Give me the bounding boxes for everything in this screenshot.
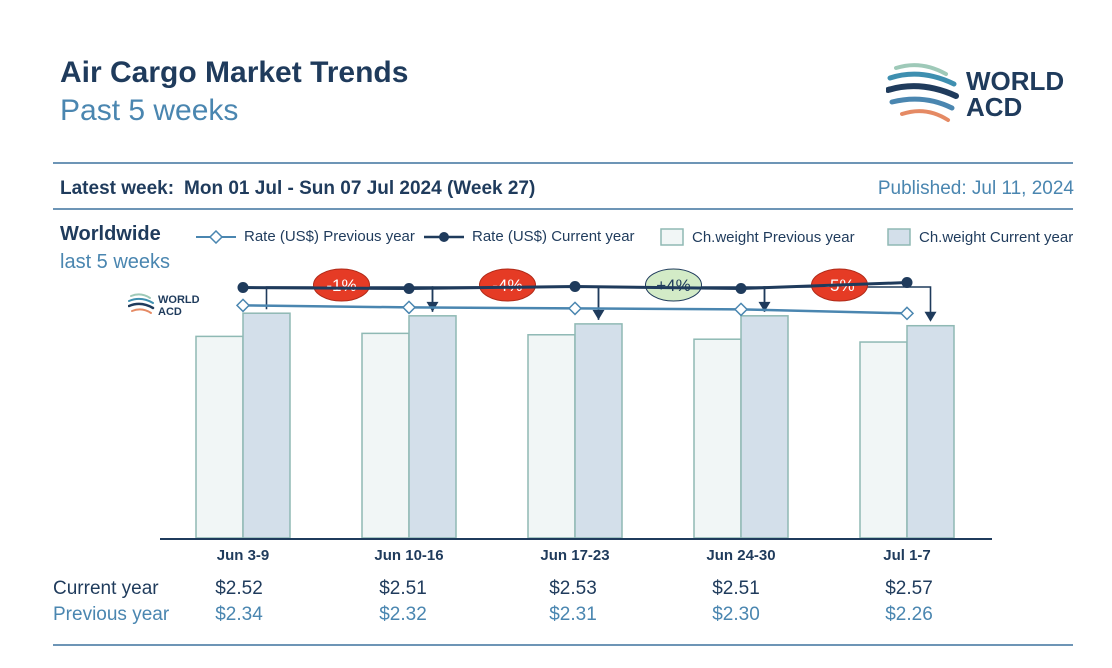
- logo-text-acd: ACD: [966, 92, 1022, 122]
- bar-weight-previous: [527, 334, 576, 539]
- bar-weight-current: [906, 324, 955, 539]
- rate-previous-value: $2.30: [712, 604, 760, 625]
- region-title: Worldwide: [60, 223, 161, 245]
- rate-current-value: $2.53: [549, 578, 597, 599]
- legend-rate-previous-label: Rate (US$) Previous year: [244, 228, 415, 245]
- point-rate-current: [901, 277, 913, 289]
- row-label-previous-year: Previous year: [53, 604, 170, 625]
- latest-week: Latest week: Mon 01 Jul - Sun 07 Jul 2024…: [60, 178, 545, 200]
- row-label-current-year: Current year: [53, 578, 159, 599]
- watermark-text-acd: ACD: [158, 306, 182, 318]
- point-rate-previous: [733, 302, 749, 317]
- point-rate-previous: [899, 306, 915, 321]
- rate-previous-value: $2.26: [885, 604, 933, 625]
- region-subtitle: last 5 weeks: [60, 251, 171, 273]
- logo-text-world: WORLD: [966, 66, 1064, 96]
- rate-previous-value: $2.31: [549, 604, 597, 625]
- bar-weight-current: [574, 323, 623, 539]
- globe-swoosh-small-icon: [128, 293, 155, 314]
- watermark-text-world: WORLD: [158, 294, 200, 306]
- legend-rate-current-label: Rate (US$) Current year: [472, 228, 635, 245]
- bottom-divider: [53, 644, 1073, 646]
- legend-weight-previous: Ch.weight Previous year: [660, 228, 855, 246]
- rate-current-value: $2.51: [712, 578, 760, 599]
- point-rate-current: [735, 283, 747, 295]
- bar-weight-previous: [195, 335, 244, 539]
- change-badge-label: -4%: [492, 276, 522, 295]
- legend-rate-previous: Rate (US$) Previous year: [196, 228, 415, 245]
- globe-swoosh-icon: [886, 63, 959, 122]
- bar-weight-previous: [859, 341, 908, 539]
- legend-weight-previous-label: Ch.weight Previous year: [692, 228, 855, 246]
- legend-rate-current: Rate (US$) Current year: [424, 228, 635, 245]
- legend-weight-current-label: Ch.weight Current year: [919, 228, 1074, 246]
- rate-previous-value: $2.32: [379, 604, 427, 625]
- change-badge: [313, 268, 370, 302]
- x-tick-label: Jun 24-30: [706, 547, 775, 564]
- legend-line-dot-icon: [424, 231, 464, 242]
- bar-weight-previous: [693, 338, 742, 539]
- page-title: Air Cargo Market Trends: [60, 56, 409, 89]
- legend-box-light-icon: [660, 228, 684, 246]
- rate-current-value: $2.57: [885, 578, 933, 599]
- change-badge: [479, 268, 536, 302]
- info-divider: [53, 208, 1073, 210]
- rate-current-value: $2.51: [379, 578, 427, 599]
- x-tick-label: Jun 3-9: [217, 547, 270, 564]
- point-rate-current: [237, 282, 249, 294]
- change-badge-label: -1%: [326, 276, 356, 295]
- legend-box-dark-icon: [887, 228, 911, 246]
- world-acd-logo: WORLD ACD: [886, 63, 1064, 122]
- latest-week-label: Latest week:: [60, 178, 175, 199]
- bar-weight-previous: [361, 332, 410, 539]
- chart-watermark-logo: WORLD ACD: [128, 293, 200, 318]
- point-rate-previous: [567, 301, 583, 316]
- published-date: Published: Jul 11, 2024: [877, 178, 1074, 199]
- latest-week-value: Mon 01 Jul - Sun 07 Jul 2024 (Week 27): [184, 178, 536, 199]
- bar-weight-current: [242, 312, 291, 539]
- legend-weight-current: Ch.weight Current year: [887, 228, 1073, 246]
- change-arrowhead: [924, 311, 937, 322]
- legend-line-diamond-icon: [196, 229, 236, 244]
- bar-weight-current: [408, 315, 457, 539]
- page-subtitle: Past 5 weeks: [60, 94, 239, 127]
- x-tick-label: Jun 10-16: [374, 547, 443, 564]
- x-tick-label: Jul 1-7: [883, 547, 931, 564]
- rate-current-value: $2.52: [215, 578, 263, 599]
- point-rate-current: [569, 281, 581, 293]
- rate-previous-value: $2.34: [215, 604, 263, 625]
- top-divider: [53, 162, 1073, 164]
- change-badge-label: +4%: [656, 276, 691, 295]
- bar-weight-current: [740, 315, 789, 539]
- change-badge: [645, 268, 702, 302]
- point-rate-previous: [235, 298, 251, 313]
- point-rate-current: [403, 283, 415, 295]
- x-tick-label: Jun 17-23: [540, 547, 609, 564]
- point-rate-previous: [401, 300, 417, 315]
